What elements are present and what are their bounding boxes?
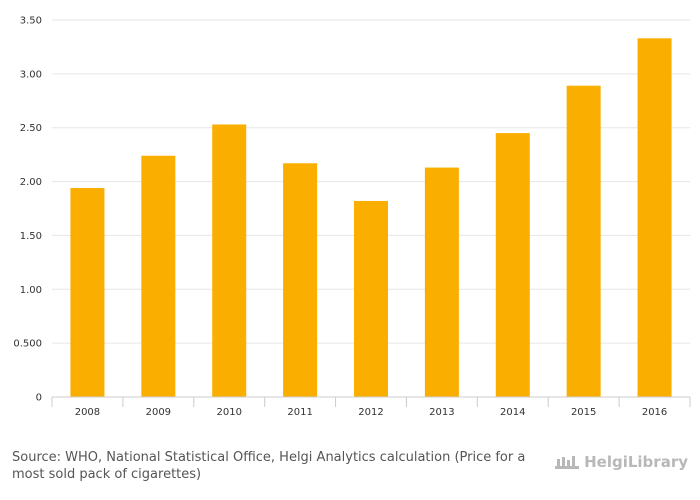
bar-2011: [283, 163, 318, 397]
bar-2015: [566, 85, 601, 397]
source-note: Source: WHO, National Statistical Office…: [12, 450, 526, 482]
bar-2009: [141, 155, 176, 397]
y-tick-label: 0: [36, 393, 42, 404]
x-tick-label: 2008: [75, 407, 100, 418]
x-tick-label: 2009: [146, 407, 171, 418]
y-tick-label: 1.00: [20, 285, 42, 296]
brand-logo: HelgiLibrary: [554, 452, 688, 472]
x-tick-label: 2014: [500, 407, 525, 418]
y-tick-label: 2.00: [20, 177, 42, 188]
bar-2016: [637, 38, 672, 397]
x-tick-label: 2011: [287, 407, 312, 418]
bar-2010: [212, 124, 247, 398]
y-tick-label: 3.00: [20, 69, 42, 80]
x-tick-label: 2016: [642, 407, 667, 418]
x-tick-label: 2015: [571, 407, 596, 418]
x-tick-label: 2010: [216, 407, 241, 418]
bar-2008: [70, 188, 105, 397]
x-tick-label: 2012: [358, 407, 383, 418]
y-tick-label: 0.500: [13, 339, 42, 350]
x-tick-label: 2013: [429, 407, 454, 418]
y-tick-label: 1.50: [20, 231, 42, 242]
y-tick-label: 2.50: [20, 123, 42, 134]
bars: [70, 38, 672, 398]
library-icon: [555, 456, 580, 469]
bar-2013: [424, 167, 459, 397]
y-tick-label: 3.50: [20, 16, 42, 27]
brand-name: HelgiLibrary: [584, 453, 688, 471]
y-axis-ticks: 0 0.500 1.00 1.50 2.00 2.50 3.00 3.50: [13, 16, 42, 404]
bar-2014: [495, 133, 530, 397]
x-axis-ticks: 2008 2009 2010 2011 2012 2013 2014 2015 2016: [51, 397, 691, 418]
bar-2012: [354, 200, 388, 397]
